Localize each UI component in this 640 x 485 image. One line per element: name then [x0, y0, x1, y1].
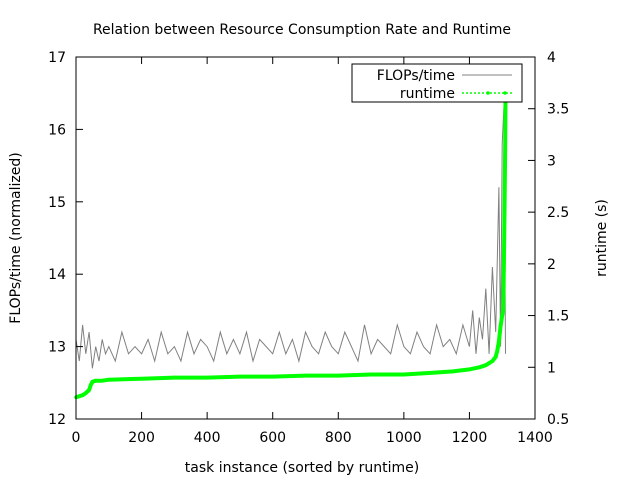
y2-tick-label: 3.5 — [547, 102, 569, 118]
data-point-runtime — [402, 372, 406, 377]
x-tick-label: 600 — [259, 430, 286, 446]
y-axis-title: FLOPs/time (normalized) — [8, 152, 24, 323]
y-tick-label: 13 — [48, 340, 66, 356]
data-point-runtime — [80, 393, 85, 398]
x-tick-label: 1000 — [386, 430, 422, 446]
data-point-runtime — [89, 383, 93, 387]
y-tick-label: 16 — [48, 122, 66, 138]
data-point-runtime — [484, 363, 488, 368]
data-point-runtime — [467, 367, 472, 372]
data-point-runtime — [490, 359, 495, 363]
data-point-runtime — [90, 380, 95, 384]
data-point-runtime — [238, 374, 242, 379]
data-point-runtime — [501, 308, 506, 313]
legend-marker-runtime — [486, 91, 490, 95]
x-tick-label: 200 — [128, 430, 155, 446]
plot-frame — [75, 56, 536, 420]
y2-tick-label: 3 — [547, 153, 556, 169]
y-tick-label: 12 — [48, 412, 66, 428]
data-point-runtime — [500, 313, 505, 318]
data-point-runtime — [502, 210, 507, 214]
y2-tick-label: 2 — [547, 257, 556, 273]
x-axis-title: task instance (sorted by runtime) — [185, 460, 419, 476]
data-point-runtime — [303, 373, 308, 378]
y-tick-label: 14 — [48, 267, 66, 283]
data-point-runtime — [451, 369, 455, 374]
axes: 0 200 400 600 800 1000 1200 14001213141516170.5… — [48, 50, 569, 446]
y2-tick-label: 0.5 — [547, 412, 569, 428]
legend-marker-runtime — [503, 91, 507, 95]
data-point-runtime — [498, 324, 503, 328]
y2-tick-label: 2.5 — [547, 205, 569, 221]
data-point-runtime — [503, 143, 508, 147]
data-point-runtime — [100, 378, 104, 383]
plot-area — [74, 75, 509, 400]
series-line-runtime — [75, 77, 509, 400]
data-point-runtime — [336, 373, 341, 378]
legend: FLOPs/time runtime — [351, 63, 523, 103]
data-point-runtime — [93, 378, 98, 383]
y-tick-label: 15 — [48, 195, 66, 211]
data-point-runtime — [477, 365, 482, 370]
data-point-runtime — [418, 371, 423, 376]
data-point-runtime — [502, 262, 506, 266]
data-point-runtime — [497, 339, 501, 344]
data-point-runtime — [495, 348, 500, 353]
data-point-runtime — [139, 376, 144, 381]
data-point-runtime — [205, 375, 209, 380]
y2-tick-label: 1.5 — [547, 309, 569, 325]
y2-axis-title: runtime (s) — [594, 199, 610, 277]
series-line-flops — [75, 107, 506, 369]
legend-box — [351, 63, 523, 103]
x-tick-label: 800 — [325, 430, 352, 446]
y2-tick-label: 1 — [547, 360, 556, 376]
data-point-runtime — [493, 355, 498, 359]
data-point-runtime — [107, 377, 111, 382]
chart-title: Relation between Resource Consumption Ra… — [93, 22, 511, 38]
x-tick-label: 1200 — [452, 430, 488, 446]
data-point-runtime — [172, 375, 177, 380]
data-point-runtime — [434, 370, 439, 375]
y2-tick-label: 4 — [547, 50, 556, 66]
data-point-runtime — [84, 391, 88, 395]
y-tick-label: 17 — [48, 50, 66, 66]
x-tick-label: 400 — [194, 430, 221, 446]
data-point-runtime — [270, 374, 275, 379]
data-point-runtime — [87, 388, 91, 392]
x-tick-label: 0 — [72, 430, 81, 446]
data-point-runtime — [77, 394, 82, 399]
x-tick-label: 1400 — [517, 430, 553, 446]
legend-label-runtime: runtime — [400, 86, 455, 102]
data-point-runtime — [369, 372, 373, 377]
legend-label-flops: FLOPs/time — [377, 68, 455, 84]
